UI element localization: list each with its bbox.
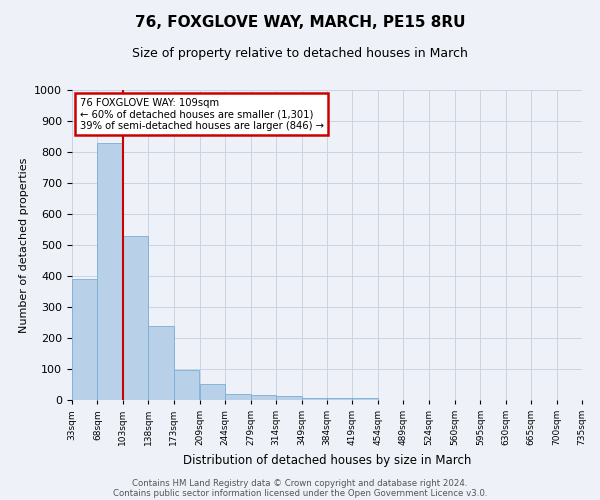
Bar: [200, 384, 225, 400]
Bar: [327, 398, 352, 400]
X-axis label: Distribution of detached houses by size in March: Distribution of detached houses by size …: [183, 454, 471, 466]
Text: Contains HM Land Registry data © Crown copyright and database right 2024.: Contains HM Land Registry data © Crown c…: [132, 478, 468, 488]
Y-axis label: Number of detached properties: Number of detached properties: [19, 158, 29, 332]
Bar: [302, 398, 327, 400]
Text: 76, FOXGLOVE WAY, MARCH, PE15 8RU: 76, FOXGLOVE WAY, MARCH, PE15 8RU: [135, 15, 465, 30]
Text: Contains public sector information licensed under the Open Government Licence v3: Contains public sector information licen…: [113, 488, 487, 498]
Text: 76 FOXGLOVE WAY: 109sqm
← 60% of detached houses are smaller (1,301)
39% of semi: 76 FOXGLOVE WAY: 109sqm ← 60% of detache…: [80, 98, 323, 131]
Bar: [148, 326, 174, 400]
Bar: [97, 142, 123, 400]
Bar: [276, 396, 302, 400]
Bar: [123, 236, 148, 400]
Bar: [174, 370, 199, 400]
Text: Size of property relative to detached houses in March: Size of property relative to detached ho…: [132, 48, 468, 60]
Bar: [352, 398, 378, 400]
Bar: [225, 394, 251, 400]
Bar: [251, 396, 276, 400]
Bar: [72, 279, 97, 400]
